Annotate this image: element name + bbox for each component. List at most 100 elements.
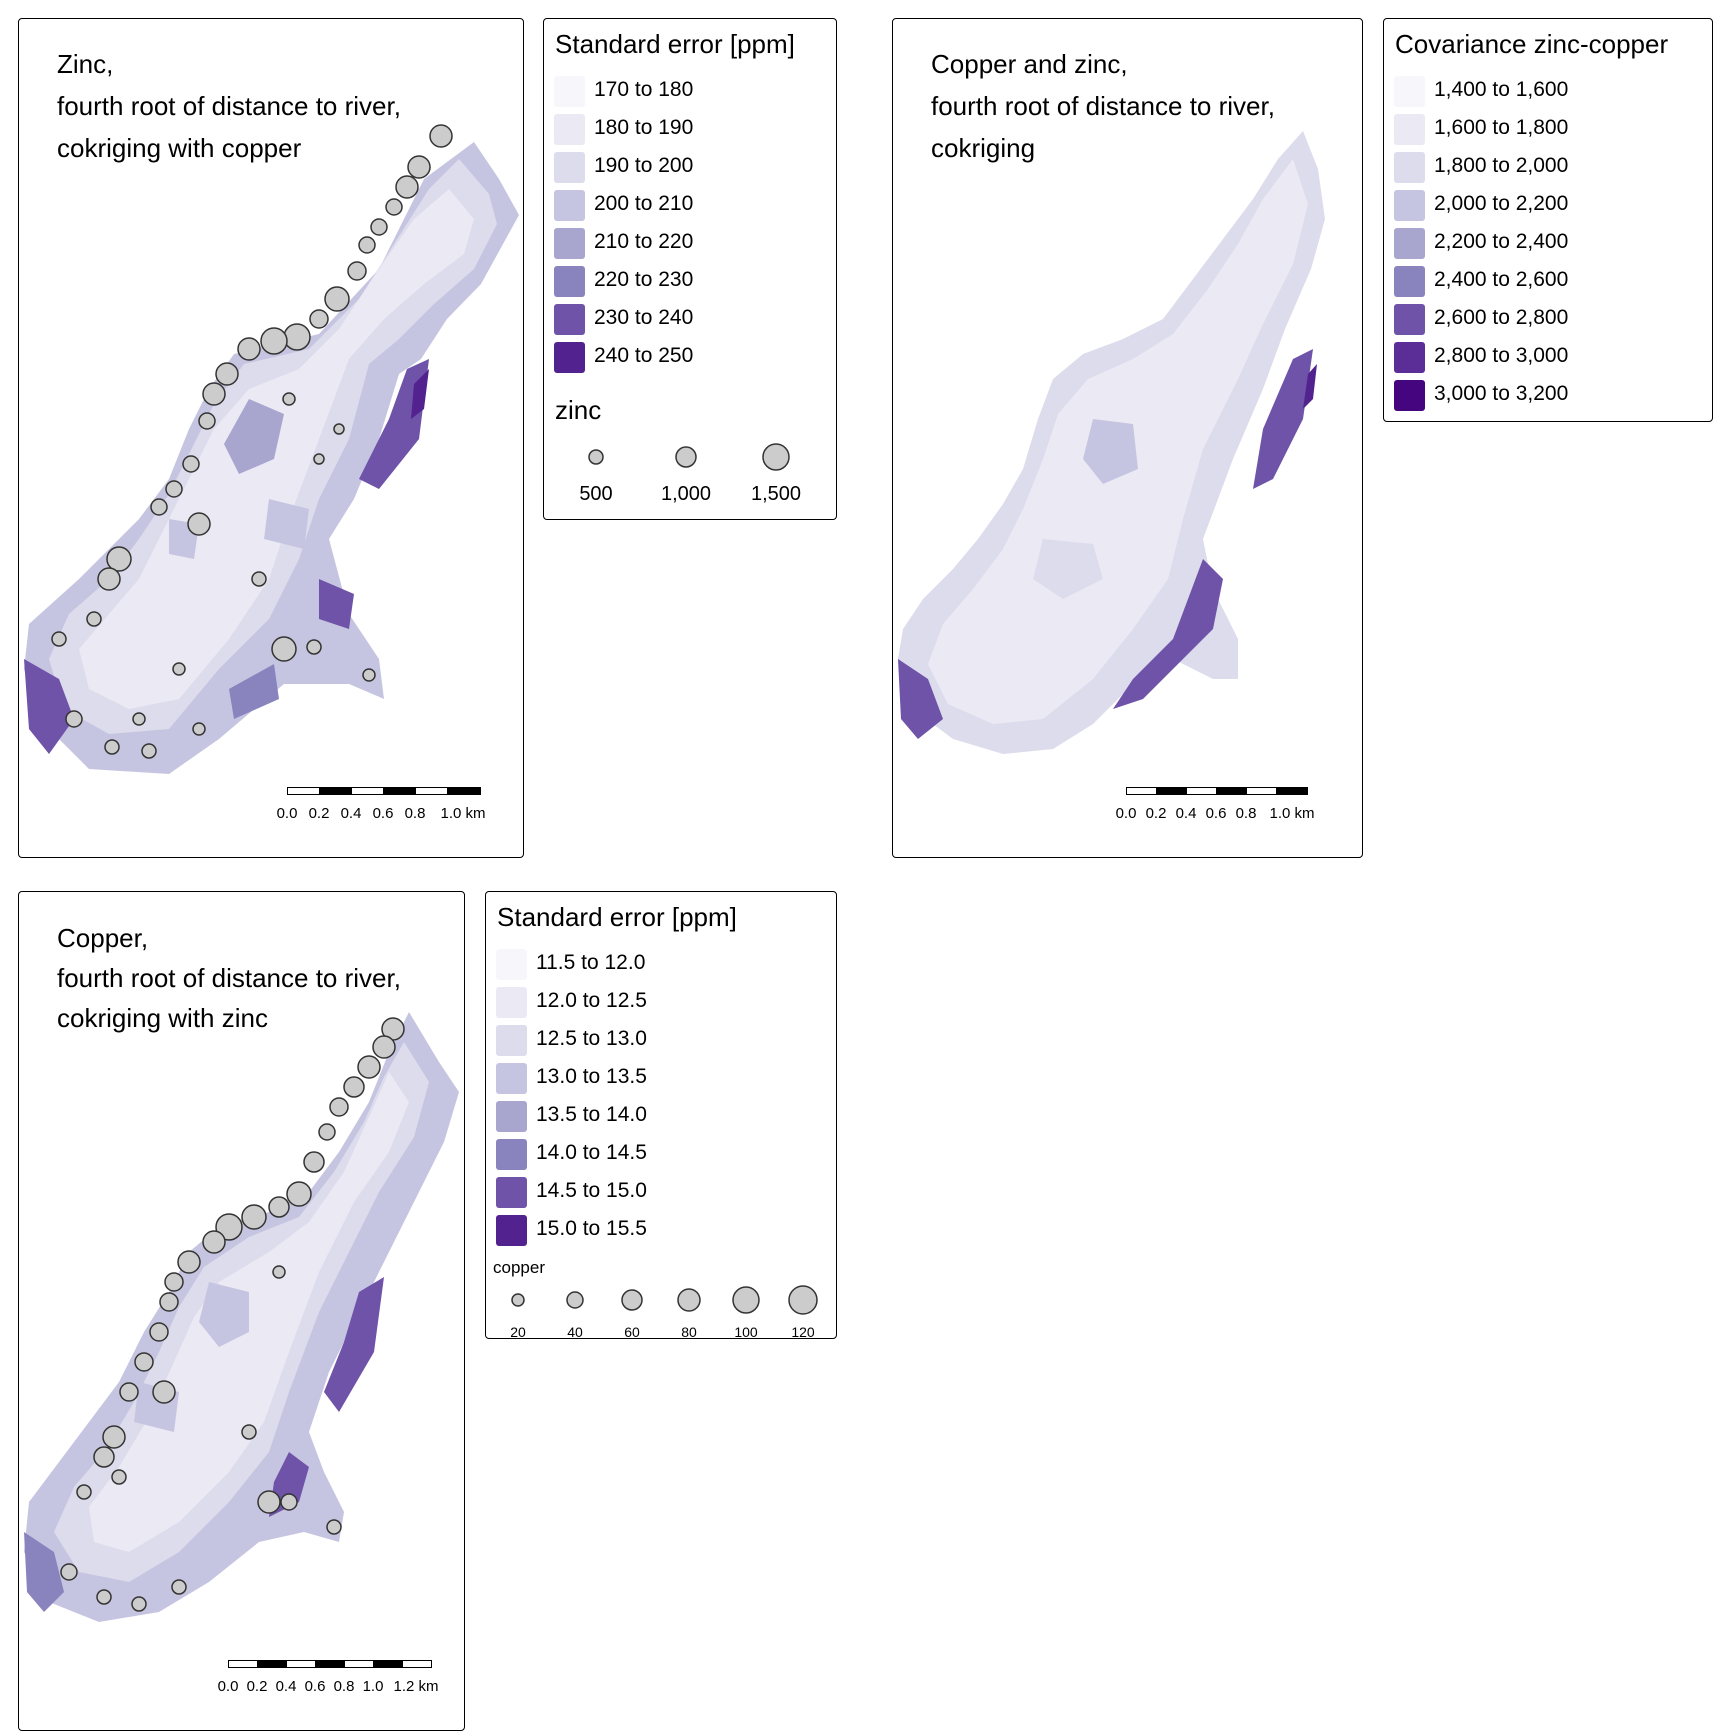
scale-tick: 0.2 bbox=[1145, 805, 1167, 822]
scale-tick: 1.0 km bbox=[1269, 805, 1315, 822]
legend-swatch bbox=[496, 1139, 527, 1170]
scale-tick: 0.6 bbox=[372, 805, 394, 822]
scale-tick: 1.0 bbox=[362, 1678, 384, 1695]
legend-label: 13.0 to 13.5 bbox=[536, 1065, 647, 1088]
size-legend-label: 120 bbox=[791, 1324, 815, 1340]
legend-swatch bbox=[554, 304, 585, 335]
legend-label: 13.5 to 14.0 bbox=[536, 1103, 647, 1126]
legend-title: Covariance zinc-copper bbox=[1395, 29, 1669, 59]
legend-label: 2,800 to 3,000 bbox=[1434, 344, 1569, 367]
scale-tick: 0.4 bbox=[275, 1678, 297, 1695]
legend-title: Standard error [ppm] bbox=[555, 29, 795, 59]
map-panel-covariance: Copper and zinc, fourth root of distance… bbox=[892, 18, 1363, 858]
legend-swatch bbox=[554, 114, 585, 145]
legend-swatch bbox=[1394, 190, 1425, 221]
title-line: Copper and zinc, bbox=[931, 49, 1128, 79]
legend-label: 2,200 to 2,400 bbox=[1434, 230, 1569, 253]
scale-tick: 0.4 bbox=[1175, 805, 1197, 822]
title-line: cokriging bbox=[931, 133, 1036, 163]
title-line: fourth root of distance to river, bbox=[57, 91, 401, 121]
size-legend-label: 100 bbox=[734, 1324, 758, 1340]
scale-tick: 0.6 bbox=[304, 1678, 326, 1695]
legend-label: 170 to 180 bbox=[594, 78, 694, 101]
legend-swatch bbox=[554, 228, 585, 259]
legend-copper: Standard error [ppm] 11.5 to 12.0 12.0 t… bbox=[485, 891, 837, 1340]
zinc-stderr-raster bbox=[24, 124, 519, 774]
legend-swatch bbox=[496, 987, 527, 1018]
legend-swatch bbox=[496, 1101, 527, 1132]
covariance-raster bbox=[898, 131, 1325, 754]
legend-swatch bbox=[496, 1215, 527, 1246]
title-line: cokriging with zinc bbox=[57, 1003, 268, 1033]
legend-title: Standard error [ppm] bbox=[497, 902, 737, 932]
legend-label: 12.0 to 12.5 bbox=[536, 989, 647, 1012]
legend-label: 15.0 to 15.5 bbox=[536, 1217, 647, 1240]
scale-tick: 0.0 bbox=[217, 1678, 239, 1695]
scale-tick: 0.6 bbox=[1205, 805, 1227, 822]
scale-tick: 0.4 bbox=[340, 805, 362, 822]
legend-swatch bbox=[1394, 304, 1425, 335]
scale-tick: 0.2 bbox=[308, 805, 330, 822]
map-panel-copper: Copper, fourth root of distance to river… bbox=[18, 891, 465, 1731]
scale-tick: 1.2 km bbox=[393, 1678, 439, 1695]
scale-tick: 0.0 bbox=[276, 805, 298, 822]
legend-swatch bbox=[1394, 266, 1425, 297]
legend-label: 200 to 210 bbox=[594, 192, 694, 215]
legend-swatch bbox=[554, 76, 585, 107]
size-legend-symbols bbox=[588, 443, 790, 471]
size-legend-label: 20 bbox=[510, 1324, 526, 1340]
map-title-copper: Copper, fourth root of distance to river… bbox=[57, 918, 401, 1038]
title-line: Copper, bbox=[57, 923, 149, 953]
legend-label: 14.0 to 14.5 bbox=[536, 1141, 647, 1164]
legend-swatch bbox=[496, 1177, 527, 1208]
legend-label: 230 to 240 bbox=[594, 306, 694, 329]
size-legend-title: copper bbox=[493, 1258, 545, 1277]
legend-swatch bbox=[496, 1063, 527, 1094]
legend-swatch bbox=[554, 152, 585, 183]
legend-label: 210 to 220 bbox=[594, 230, 694, 253]
size-legend-symbols bbox=[511, 1285, 818, 1315]
title-line: cokriging with copper bbox=[57, 133, 302, 163]
legend-swatch bbox=[554, 266, 585, 297]
legend-label: 190 to 200 bbox=[594, 154, 694, 177]
legend-label: 220 to 230 bbox=[594, 268, 694, 291]
size-legend-label: 40 bbox=[567, 1324, 583, 1340]
size-legend-label: 60 bbox=[624, 1324, 640, 1340]
legend-swatch bbox=[496, 949, 527, 980]
legend-label: 180 to 190 bbox=[594, 116, 694, 139]
legend-zinc: Standard error [ppm] 170 to 180 180 to 1… bbox=[543, 18, 837, 520]
legend-label: 12.5 to 13.0 bbox=[536, 1027, 647, 1050]
legend-covariance: Covariance zinc-copper 1,400 to 1,600 1,… bbox=[1383, 18, 1713, 422]
scale-tick: 0.0 bbox=[1115, 805, 1137, 822]
map-panel-zinc: Zinc, fourth root of distance to river, … bbox=[18, 18, 524, 858]
zinc-sample-points bbox=[51, 124, 453, 759]
copper-sample-points bbox=[60, 1017, 405, 1612]
title-line: fourth root of distance to river, bbox=[931, 91, 1275, 121]
legend-label: 1,600 to 1,800 bbox=[1434, 116, 1569, 139]
size-legend-label: 500 bbox=[579, 483, 613, 505]
legend-swatch bbox=[554, 190, 585, 221]
copper-stderr-raster bbox=[24, 1012, 459, 1622]
legend-swatch bbox=[1394, 228, 1425, 259]
legend-swatch bbox=[1394, 114, 1425, 145]
title-line: Zinc, bbox=[57, 49, 114, 79]
legend-label: 2,600 to 2,800 bbox=[1434, 306, 1569, 329]
scale-tick: 0.8 bbox=[1235, 805, 1257, 822]
scale-tick: 0.2 bbox=[246, 1678, 268, 1695]
size-legend-title: zinc bbox=[555, 395, 602, 425]
scale-tick: 1.0 km bbox=[440, 805, 486, 822]
size-legend-label: 1,500 bbox=[750, 483, 802, 505]
legend-swatch bbox=[1394, 76, 1425, 107]
size-legend-label: 1,000 bbox=[660, 483, 712, 505]
legend-label: 11.5 to 12.0 bbox=[536, 951, 646, 974]
legend-label: 1,800 to 2,000 bbox=[1434, 154, 1569, 177]
legend-swatch bbox=[1394, 380, 1425, 411]
legend-label: 1,400 to 1,600 bbox=[1434, 78, 1569, 101]
legend-swatch bbox=[1394, 342, 1425, 373]
scale-tick: 0.8 bbox=[404, 805, 426, 822]
legend-label: 3,000 to 3,200 bbox=[1434, 382, 1569, 405]
scale-tick: 0.8 bbox=[333, 1678, 355, 1695]
legend-label: 2,400 to 2,600 bbox=[1434, 268, 1569, 291]
legend-swatch bbox=[1394, 152, 1425, 183]
map-title-covariance: Copper and zinc, fourth root of distance… bbox=[931, 43, 1275, 169]
